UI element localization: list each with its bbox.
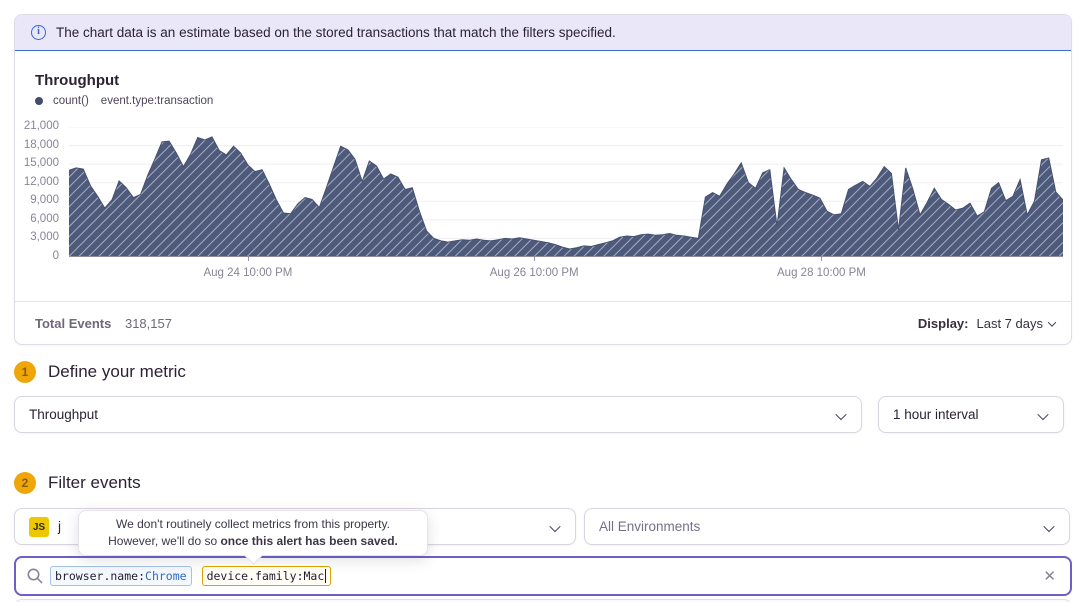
y-axis-label: 18,000: [23, 138, 59, 151]
total-events-value: 318,157: [124, 316, 172, 331]
interval-select-value: 1 hour interval: [893, 407, 979, 422]
chevron-down-icon: [1043, 520, 1055, 533]
chart-card: i The chart data is an estimate based on…: [14, 14, 1072, 345]
token-key: browser.name:: [55, 569, 146, 583]
environment-select[interactable]: All Environments: [584, 508, 1070, 545]
javascript-platform-icon: JS: [29, 516, 49, 537]
token-key: device.family:: [206, 568, 304, 583]
step-2-badge: 2: [14, 472, 36, 494]
chart-title: Throughput: [35, 72, 120, 89]
display-label: Display:: [917, 316, 969, 331]
display-period-dropdown[interactable]: Display: Last 7 days: [917, 316, 1057, 331]
display-value: Last 7 days: [976, 316, 1044, 331]
clear-search-icon[interactable]: ✕: [1043, 568, 1056, 585]
search-token-browser-name[interactable]: browser.name:Chrome: [50, 566, 192, 586]
token-value: Chrome: [145, 569, 187, 583]
chevron-down-icon: [1047, 317, 1057, 327]
area-chart-svg: [69, 127, 1063, 257]
x-axis-tick: [821, 257, 823, 261]
y-axis-label: 12,000: [23, 175, 59, 188]
project-select-value: j: [58, 519, 61, 534]
metric-select-value: Throughput: [29, 407, 99, 422]
card-divider: [15, 301, 1071, 302]
x-axis-label: Aug 28 10:00 PM: [777, 267, 866, 279]
step-1-title: Define your metric: [48, 362, 186, 381]
chevron-down-icon: [1037, 408, 1049, 421]
y-axis: 21,000 18,000 15,000 12,000 9,000 6,000 3,000 0: [15, 120, 61, 262]
step-1-badge: 1: [14, 361, 36, 383]
text-caret: [325, 569, 327, 584]
legend-query-label: event.type:transaction: [100, 95, 214, 107]
interval-select[interactable]: 1 hour interval: [878, 396, 1064, 433]
chart-footer: Total Events 318,157 Display: Last 7 day…: [15, 302, 1071, 345]
banner-text: The chart data is an estimate based on t…: [56, 25, 616, 40]
x-axis-tick: [247, 257, 249, 261]
total-events: Total Events 318,157: [35, 316, 172, 331]
token-value: Mac: [303, 568, 325, 583]
y-axis-label: 0: [52, 250, 59, 262]
chart-legend: count() event.type:transaction: [35, 95, 213, 107]
metrics-collection-tooltip: We don't routinely collect metrics from …: [78, 510, 428, 565]
search-icon: [27, 568, 43, 584]
tooltip-line1: We don't routinely collect metrics from …: [116, 516, 390, 531]
search-token-device-family[interactable]: device.family:Mac: [201, 565, 332, 587]
tooltip-line2-bold: once this alert has been saved.: [220, 534, 398, 548]
legend-dot-icon: [35, 97, 43, 105]
total-events-label: Total Events: [35, 316, 112, 331]
step-2-heading: 2 Filter events: [14, 472, 141, 494]
chevron-down-icon: [835, 408, 847, 421]
step-1-heading: 1 Define your metric: [14, 361, 186, 383]
throughput-chart[interactable]: [69, 127, 1063, 257]
x-axis-label: Aug 26 10:00 PM: [489, 267, 579, 279]
x-axis-label: Aug 24 10:00 PM: [203, 267, 293, 279]
environment-select-value: All Environments: [599, 519, 701, 534]
y-axis-label: 3,000: [30, 231, 59, 244]
y-axis-label: 15,000: [23, 157, 59, 170]
tooltip-line2: However, we'll do so: [108, 534, 221, 548]
metric-select[interactable]: Throughput: [14, 396, 862, 433]
info-icon: i: [31, 25, 46, 40]
x-axis: Aug 24 10:00 PM Aug 26 10:00 PM Aug 28 10:…: [69, 257, 1063, 287]
legend-series-label: count(): [53, 95, 89, 107]
x-axis-tick: [534, 257, 536, 261]
filter-search-input[interactable]: browser.name:Chrome device.family:Mac ✕: [14, 556, 1072, 596]
y-axis-label: 9,000: [30, 194, 59, 207]
chevron-down-icon: [549, 520, 561, 533]
y-axis-label: 21,000: [23, 120, 59, 132]
estimate-info-banner: i The chart data is an estimate based on…: [15, 15, 1071, 51]
y-axis-label: 6,000: [30, 212, 59, 225]
step-2-title: Filter events: [48, 473, 141, 492]
